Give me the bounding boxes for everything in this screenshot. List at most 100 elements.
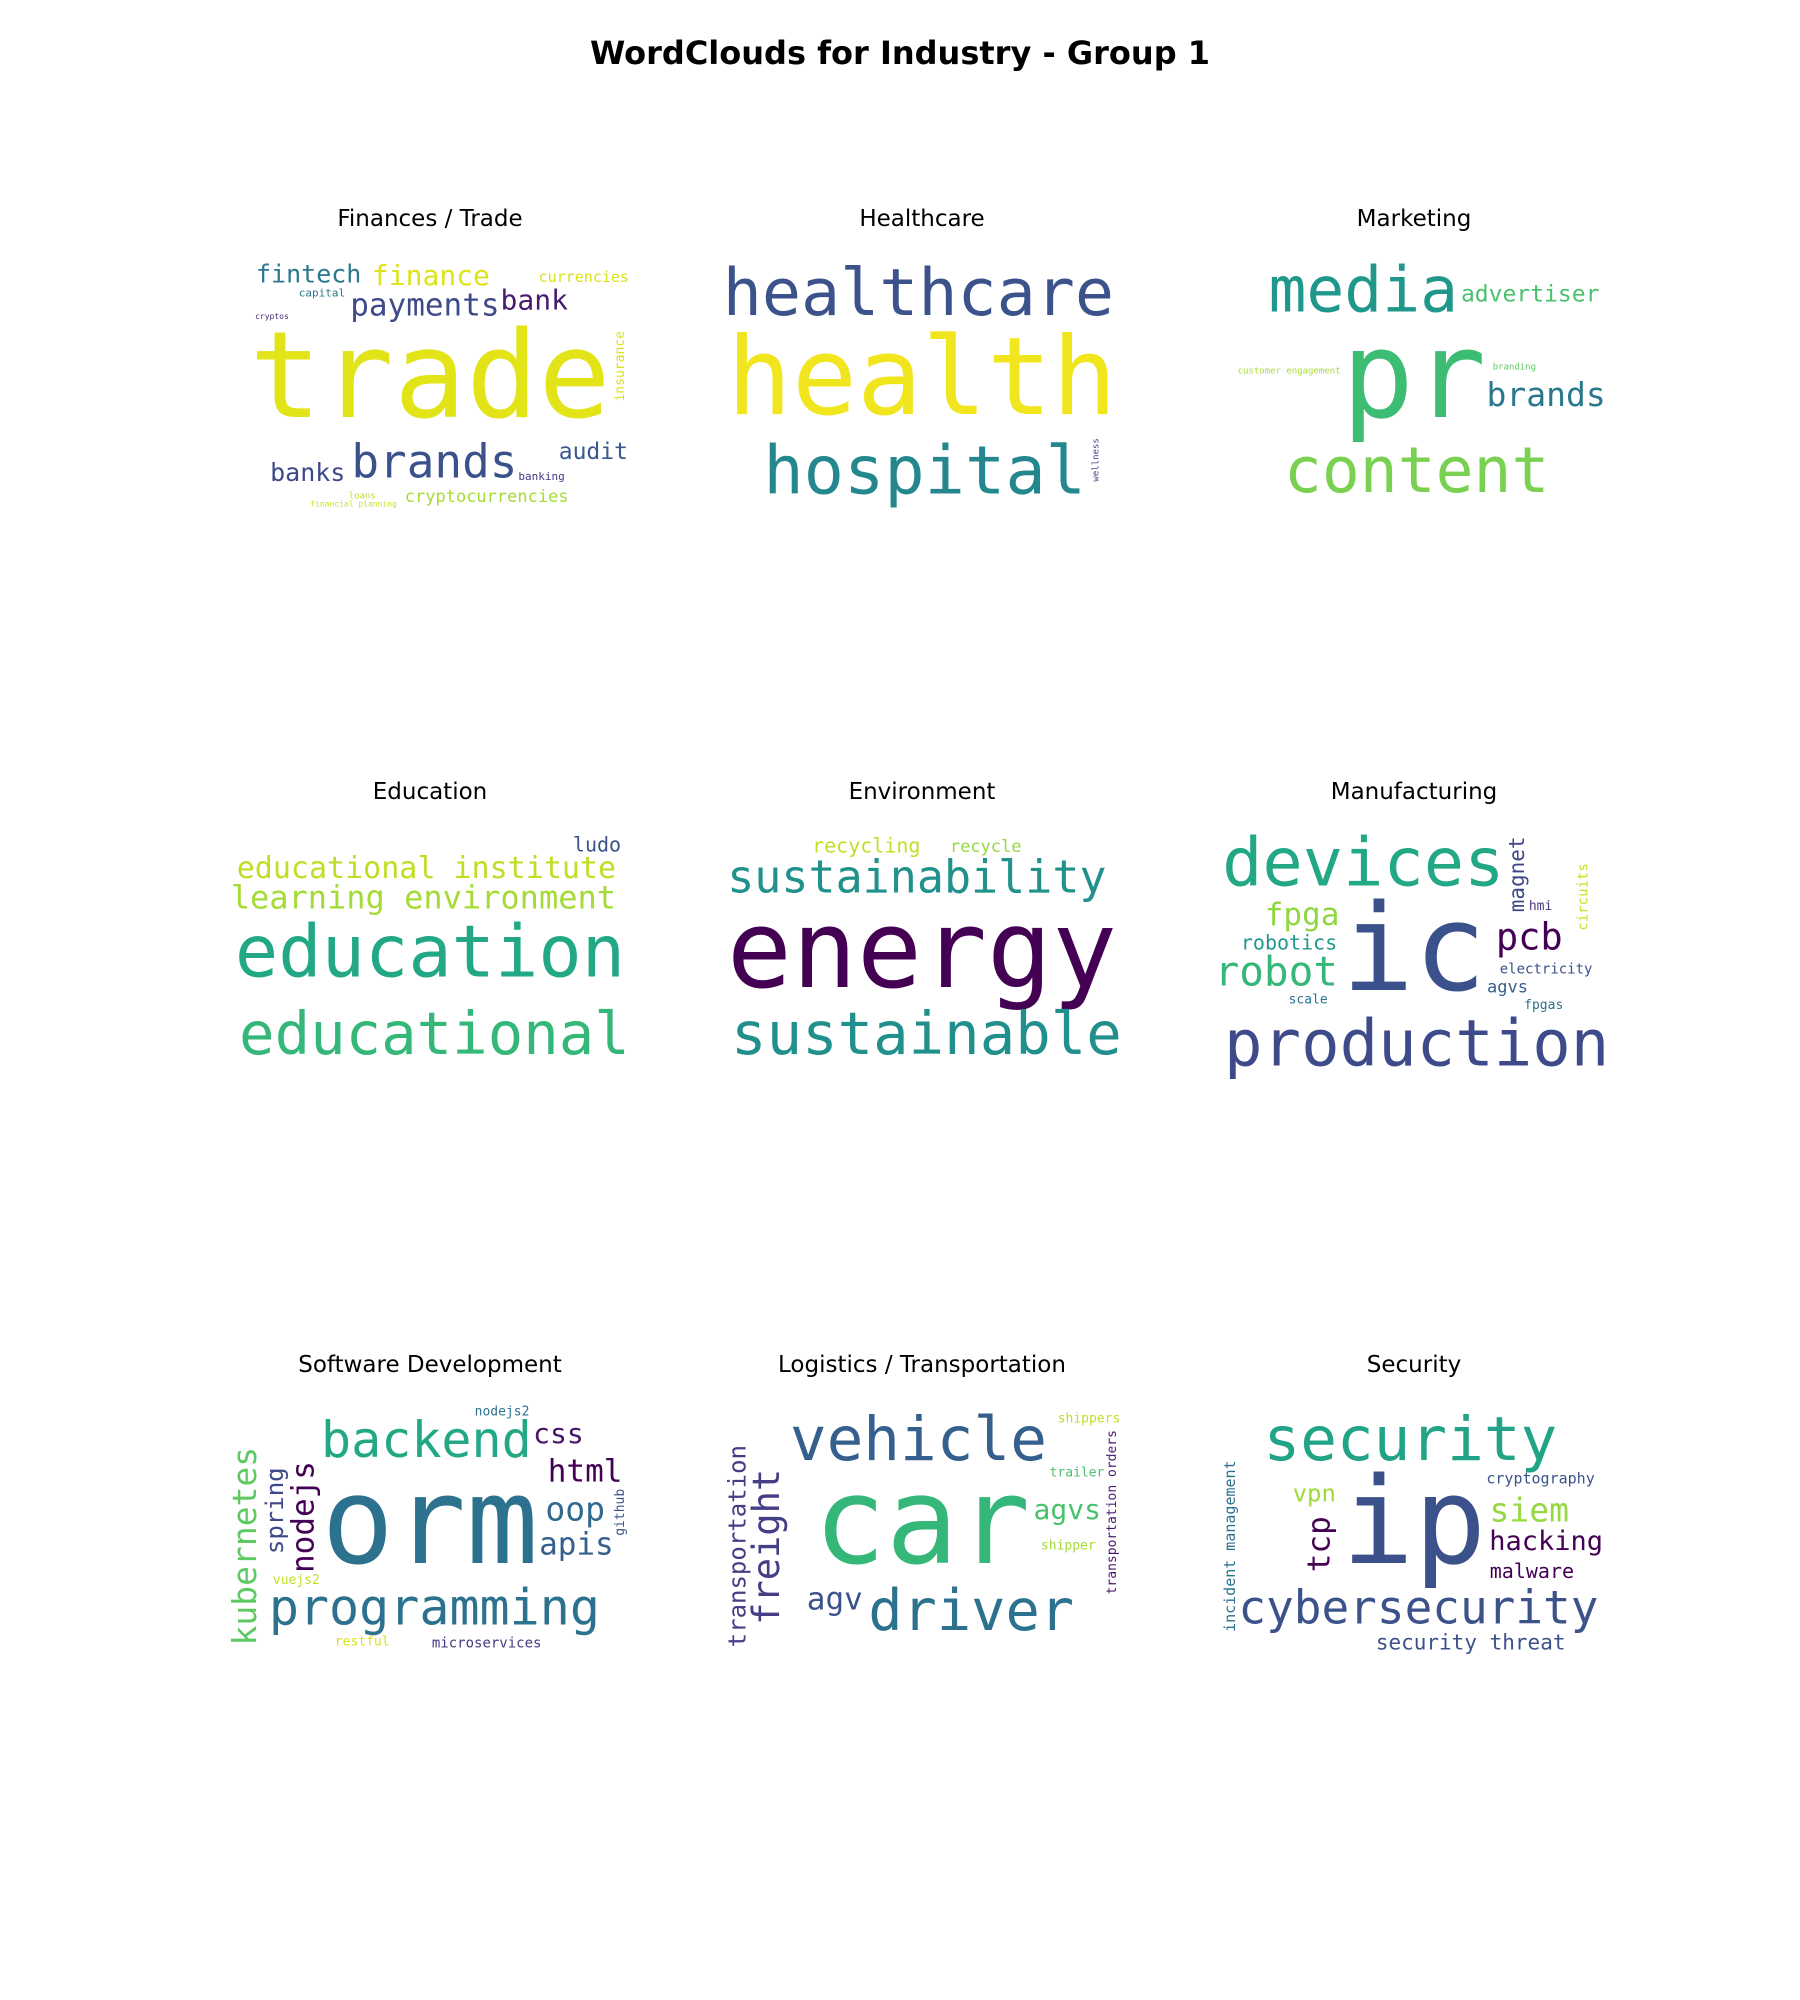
panel-finances-trade: Finances / Tradetradebrandspaymentsfinan… — [249, 206, 629, 508]
word-fintech: fintech — [256, 259, 361, 288]
word-html: html — [548, 1454, 623, 1490]
word-security: security — [1263, 1404, 1557, 1475]
word-nodejs2: nodejs2 — [475, 1405, 530, 1420]
word-education: education — [235, 910, 625, 994]
word-magnet: magnet — [1505, 836, 1529, 912]
word-fpgas: fpgas — [1524, 998, 1563, 1013]
word-siem: siem — [1490, 1491, 1569, 1530]
word-wellness: wellness — [1091, 438, 1101, 481]
word-shippers: shippers — [1058, 1411, 1121, 1426]
word-healthcare: healthcare — [723, 256, 1114, 331]
word-financial-planning: financial planning — [310, 499, 397, 508]
word-tcp: tcp — [1301, 1516, 1337, 1572]
word-spring: spring — [261, 1467, 289, 1554]
word-cryptography: cryptography — [1486, 1470, 1594, 1488]
word-sustainability: sustainability — [727, 850, 1106, 903]
word-banking: banking — [518, 470, 564, 483]
panel-title: Education — [373, 779, 488, 805]
word-css: css — [533, 1417, 584, 1450]
word-bank: bank — [501, 283, 569, 316]
word-sustainable: sustainable — [731, 999, 1122, 1068]
word-robot: robot — [1215, 947, 1338, 995]
word-programming: programming — [269, 1579, 600, 1637]
wordcloud-panels: Finances / Tradetradebrandspaymentsfinan… — [225, 206, 1610, 1654]
word-hmi: hmi — [1529, 899, 1552, 914]
word-hacking: hacking — [1489, 1526, 1603, 1557]
word-health: health — [727, 315, 1117, 440]
word-trade: trade — [249, 307, 610, 446]
word-oop: oop — [545, 1490, 605, 1529]
word-capital: capital — [299, 287, 345, 300]
word-currencies: currencies — [539, 268, 629, 286]
word-backend: backend — [321, 1411, 532, 1469]
word-github: github — [613, 1489, 628, 1536]
word-educational: educational — [239, 999, 630, 1068]
word-customer-engagement: customer engagement — [1238, 367, 1341, 377]
word-media: media — [1268, 253, 1458, 326]
word-fpga: fpga — [1265, 897, 1340, 933]
word-apis: apis — [539, 1526, 614, 1562]
word-cryptocurrencies: cryptocurrencies — [405, 487, 569, 507]
word-energy: energy — [727, 888, 1117, 1013]
word-audit: audit — [559, 439, 628, 465]
word-freight: freight — [745, 1469, 788, 1625]
panel-title: Finances / Trade — [337, 206, 522, 232]
word-restful: restful — [335, 1635, 390, 1650]
word-ludo: ludo — [573, 832, 621, 856]
word-security-threat: security threat — [1376, 1630, 1566, 1654]
word-insurance: insurance — [613, 331, 628, 402]
word-finance: finance — [372, 259, 490, 292]
word-payments: payments — [350, 287, 499, 323]
word-recycling: recycling — [812, 833, 920, 857]
word-nodejs: nodejs — [285, 1461, 321, 1573]
panel-title: Manufacturing — [1331, 779, 1498, 805]
word-educational-institute: educational institute — [237, 851, 616, 886]
word-advertiser: advertiser — [1461, 282, 1599, 308]
word-branding: branding — [1493, 363, 1536, 373]
word-kubernetes: kubernetes — [225, 1447, 264, 1646]
panel-title: Healthcare — [859, 206, 984, 232]
word-transportation-orders: transportation orders — [1105, 1430, 1120, 1594]
word-agvs: agvs — [1034, 1493, 1101, 1526]
panel-title: Environment — [849, 779, 996, 805]
word-agv: agv — [807, 1582, 863, 1618]
word-pcb: pcb — [1496, 916, 1563, 959]
word-cryptos: cryptos — [255, 312, 289, 321]
word-banks: banks — [270, 458, 345, 487]
word-ip: ip — [1342, 1453, 1487, 1592]
word-shipper: shipper — [1041, 1538, 1096, 1553]
word-devices: devices — [1222, 824, 1504, 902]
panel-title: Software Development — [298, 1352, 562, 1378]
word-vehicle: vehicle — [790, 1404, 1047, 1475]
word-scale: scale — [1289, 993, 1328, 1008]
panel-title: Marketing — [1357, 206, 1472, 232]
word-agvs: agvs — [1487, 977, 1528, 997]
word-incident-management: incident management — [1221, 1460, 1239, 1632]
word-trailer: trailer — [1050, 1465, 1105, 1480]
word-hospital: hospital — [763, 431, 1086, 509]
panel-title: Security — [1367, 1352, 1461, 1378]
word-brands: brands — [351, 434, 517, 488]
word-pr: pr — [1342, 307, 1487, 446]
figure-title: WordClouds for Industry - Group 1 — [590, 34, 1210, 72]
word-vuejs2: vuejs2 — [273, 1573, 320, 1588]
word-brands: brands — [1487, 375, 1606, 414]
word-microservices: microservices — [432, 1635, 542, 1651]
word-content: content — [1284, 434, 1550, 507]
word-driver: driver — [868, 1578, 1074, 1644]
word-ic: ic — [1342, 880, 1487, 1019]
word-learning-environment: learning environment — [231, 879, 616, 917]
word-production: production — [1224, 1008, 1609, 1082]
word-cybersecurity: cybersecurity — [1238, 1580, 1598, 1634]
word-transportation: transportation — [723, 1445, 751, 1647]
